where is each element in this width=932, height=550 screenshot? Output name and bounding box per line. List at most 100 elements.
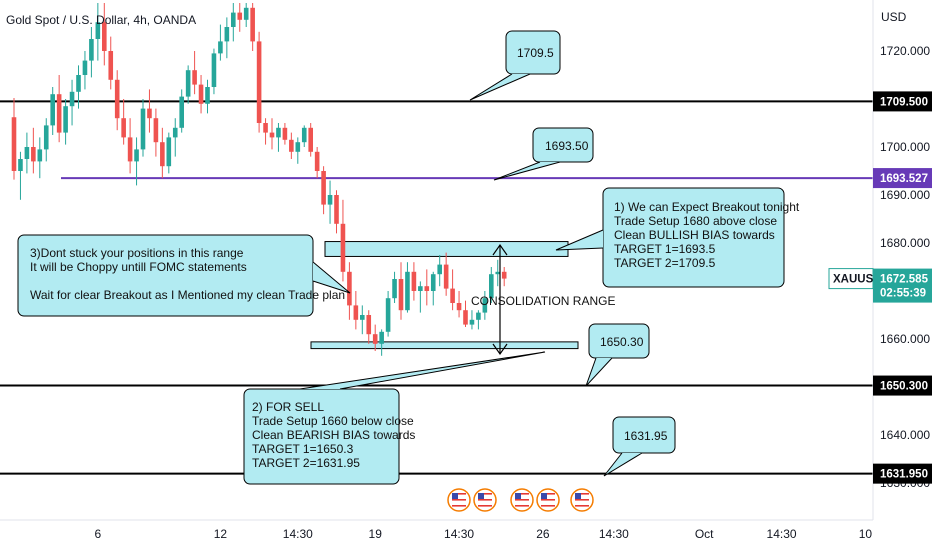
level-tag-label: 1709.500 [880, 96, 928, 108]
candle-body [340, 223, 346, 272]
callout-pointer [312, 261, 351, 294]
candle-body [437, 264, 442, 275]
candle-body [211, 53, 217, 87]
callout-line: 1709.5 [517, 46, 554, 60]
y-tick-label: 1690.000 [880, 188, 930, 202]
candle-body [411, 271, 417, 291]
candle-body [50, 94, 55, 126]
x-tick-label: 12 [214, 527, 228, 541]
callout-pointer [493, 161, 561, 181]
range-arrow-down [492, 343, 508, 356]
candle-body [263, 123, 268, 133]
candle-body [82, 60, 88, 75]
callout-pointer [299, 351, 546, 390]
candle-body [314, 151, 320, 171]
us-flag-icon [510, 488, 534, 512]
candle-body [308, 127, 313, 152]
callout-2: 1650.30 [585, 323, 650, 387]
currency-label: USD [881, 10, 907, 24]
candle-body [18, 159, 23, 171]
callout-3: 1631.95 [603, 416, 676, 477]
flag-stripe [515, 505, 529, 507]
flag-stripe [452, 502, 466, 504]
level-tag-bg [873, 91, 932, 112]
callout-line: Clean BULLISH BIAS towards [614, 228, 775, 242]
candle-body [392, 279, 397, 299]
callout-pointer [585, 357, 613, 387]
candle-body [198, 84, 204, 104]
range-arrow-up [492, 243, 508, 256]
flag-stripe [541, 505, 555, 507]
level-tag-bg [873, 463, 932, 484]
callout-line: TARGET 2=1709.5 [614, 256, 716, 270]
flag-stripe [478, 499, 492, 501]
consolidation-label: CONSOLIDATION RANGE [471, 294, 615, 308]
flag-stripe [541, 502, 555, 504]
candle-body [295, 142, 301, 152]
flag-stripe [515, 499, 529, 501]
candle-body [334, 195, 339, 224]
candle-body [301, 127, 307, 143]
candle-body [205, 87, 210, 104]
candle-body [185, 70, 191, 97]
flag-stripe [575, 499, 589, 501]
us-flag-icon [473, 488, 497, 512]
candle-body [63, 106, 68, 133]
flag-stripe [541, 493, 555, 495]
flag-stripe [575, 493, 589, 495]
callout-line: 1650.30 [600, 335, 644, 349]
callout-pointer [555, 229, 604, 251]
flag-canton [478, 493, 484, 499]
flag-stripe [575, 502, 589, 504]
callout-line: 2) FOR SELL [252, 400, 324, 414]
flag-stripe [452, 493, 466, 495]
callout-line: TARGET 1=1650.3 [252, 442, 354, 456]
candle-body [463, 310, 468, 325]
flag-stripe [452, 496, 466, 498]
candle-body [147, 108, 152, 119]
flag-canton [575, 493, 581, 499]
candle-body [69, 91, 75, 107]
level-tag-label: 1650.300 [880, 381, 928, 393]
candle-body [231, 12, 236, 27]
candle-body [366, 315, 372, 335]
time-axis: 6 12 14:30 19 14:30 26 14:30 Oct 14:30 10 [0, 519, 873, 541]
candle-body [56, 94, 62, 133]
countdown-tag: 02:55:39 [880, 288, 926, 300]
candle-body [482, 298, 488, 313]
candle-body [237, 12, 243, 20]
candle-body [476, 312, 481, 320]
candle-body [269, 132, 275, 138]
candle-body [95, 22, 101, 39]
x-tick-label: 14:30 [767, 527, 797, 541]
flag-canton [452, 493, 458, 499]
flag-stripe [478, 496, 492, 498]
flag-stripe [541, 499, 555, 501]
candle-body [31, 147, 36, 162]
callout-line: It will be Choppy untill FOMC statements [30, 260, 247, 274]
candle-body [43, 125, 49, 150]
x-tick-label: 19 [369, 527, 383, 541]
consolidation-arrow: CONSOLIDATION RANGE [471, 243, 615, 356]
candle-body [243, 7, 249, 20]
callout-line: 1631.95 [624, 429, 668, 443]
callout-line: 3)Dont stuck your positions in this rang… [30, 246, 244, 260]
candle-body [24, 147, 30, 159]
x-tick-label: 10 [859, 527, 873, 541]
candle-body [469, 319, 475, 325]
candle-body [450, 288, 455, 303]
callout-0: 1709.5 [469, 30, 561, 101]
candle-body [121, 118, 126, 138]
levels-layer [0, 100, 873, 475]
candle-body [37, 149, 43, 162]
candle-body [76, 75, 81, 92]
callout-line: 1) We can Expect Breakout tonight [614, 200, 800, 214]
flag-stripe [452, 505, 466, 507]
y-tick-label: 1720.000 [880, 44, 930, 58]
last-price-tag-bg [873, 268, 932, 303]
candle-body [192, 70, 197, 85]
flag-stripe [452, 499, 466, 501]
flag-stripe [478, 493, 492, 495]
